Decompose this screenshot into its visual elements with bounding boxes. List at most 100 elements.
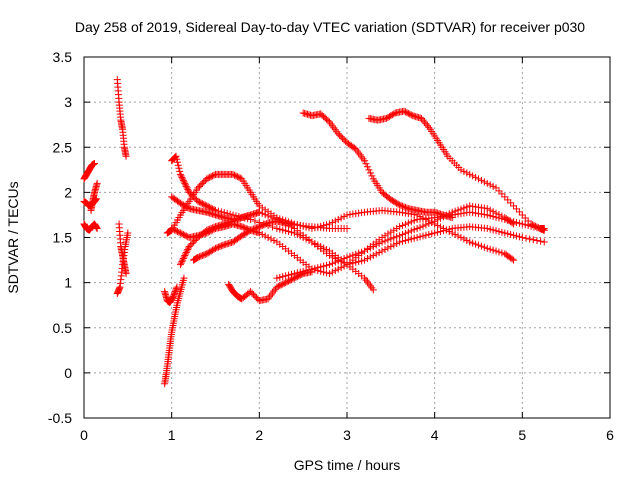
data-point bbox=[475, 175, 482, 183]
data-point bbox=[361, 247, 369, 255]
data-point bbox=[274, 282, 282, 290]
data-point bbox=[393, 240, 401, 248]
chart-title: Day 258 of 2019, Sidereal Day-to-day VTE… bbox=[75, 19, 585, 35]
data-point bbox=[334, 265, 342, 273]
data-point bbox=[434, 216, 442, 224]
data-point bbox=[263, 220, 271, 228]
data-point bbox=[210, 171, 218, 179]
series-arc-17 bbox=[299, 109, 456, 222]
data-point bbox=[248, 226, 256, 234]
data-point bbox=[282, 227, 290, 235]
data-point bbox=[372, 250, 380, 258]
data-point bbox=[296, 268, 304, 276]
data-point bbox=[387, 112, 395, 120]
data-point bbox=[261, 220, 269, 228]
data-point bbox=[337, 214, 345, 222]
data-point bbox=[515, 219, 523, 227]
data-point bbox=[375, 240, 383, 248]
data-point bbox=[401, 229, 409, 237]
data-point bbox=[203, 202, 211, 210]
data-point bbox=[232, 216, 240, 224]
data-point bbox=[276, 273, 284, 281]
data-point bbox=[198, 252, 206, 260]
data-point bbox=[184, 204, 192, 212]
data-point bbox=[185, 188, 193, 196]
data-point bbox=[292, 273, 300, 281]
data-point bbox=[331, 267, 339, 275]
data-point bbox=[489, 246, 497, 254]
data-point bbox=[177, 172, 185, 180]
data-point bbox=[176, 170, 184, 178]
data-point bbox=[179, 175, 187, 183]
data-point bbox=[174, 158, 182, 166]
data-point bbox=[93, 224, 101, 232]
data-point bbox=[369, 286, 377, 294]
data-point bbox=[483, 211, 491, 219]
data-point bbox=[466, 238, 474, 246]
data-point bbox=[180, 274, 188, 282]
data-point bbox=[469, 172, 477, 180]
data-point bbox=[233, 173, 241, 181]
series-arc-4 bbox=[87, 179, 101, 214]
y-tick-label: 2.5 bbox=[53, 139, 73, 155]
data-point bbox=[451, 230, 459, 238]
data-point bbox=[124, 229, 132, 237]
data-point bbox=[404, 219, 412, 227]
data-point bbox=[206, 225, 214, 233]
data-point bbox=[207, 173, 215, 181]
data-point bbox=[498, 228, 506, 236]
data-point bbox=[489, 208, 497, 216]
data-point bbox=[180, 178, 188, 186]
data-point bbox=[361, 157, 369, 165]
data-point bbox=[323, 269, 331, 277]
data-point bbox=[425, 230, 433, 238]
data-point bbox=[407, 218, 415, 226]
data-point bbox=[401, 203, 409, 211]
data-point bbox=[399, 237, 407, 245]
data-point bbox=[448, 208, 456, 216]
data-point bbox=[492, 247, 500, 255]
data-point bbox=[521, 214, 529, 222]
data-point bbox=[343, 253, 351, 261]
x-tick-label: 3 bbox=[343, 427, 351, 443]
data-point bbox=[504, 196, 512, 204]
data-point bbox=[428, 230, 436, 238]
data-point bbox=[176, 199, 184, 207]
data-point bbox=[183, 184, 191, 192]
data-point bbox=[241, 230, 249, 238]
data-point bbox=[515, 208, 523, 216]
data-point bbox=[173, 155, 181, 163]
y-tick-label: 3.5 bbox=[53, 49, 73, 65]
data-point bbox=[390, 234, 398, 242]
data-point bbox=[390, 241, 398, 249]
data-point bbox=[180, 253, 188, 261]
data-point bbox=[254, 295, 262, 303]
data-point bbox=[460, 235, 468, 243]
data-point bbox=[212, 244, 219, 252]
data-point bbox=[174, 161, 182, 169]
data-point bbox=[486, 225, 494, 233]
data-point bbox=[480, 243, 488, 251]
series-arc-13 bbox=[168, 208, 548, 278]
data-point bbox=[340, 255, 348, 263]
data-point bbox=[249, 225, 257, 233]
data-point bbox=[214, 243, 222, 251]
data-point bbox=[232, 172, 240, 180]
data-point bbox=[422, 231, 430, 239]
data-point bbox=[533, 237, 541, 245]
data-point bbox=[391, 198, 399, 206]
data-point bbox=[264, 212, 272, 220]
tick-labels: 0 1 2 3 4 5 6 -0.5 0 0.5 1 1.5 2 2.5 3 3.5 bbox=[48, 49, 614, 443]
data-point bbox=[460, 167, 468, 175]
y-tick-label: 0.5 bbox=[53, 320, 73, 336]
data-point bbox=[393, 199, 401, 207]
data-point bbox=[328, 253, 336, 261]
data-point bbox=[510, 220, 518, 228]
data-point bbox=[334, 130, 342, 138]
data-point bbox=[510, 256, 518, 264]
data-point bbox=[239, 223, 247, 231]
data-point bbox=[349, 251, 357, 259]
data-point bbox=[255, 229, 263, 237]
data-point bbox=[369, 252, 377, 260]
data-point bbox=[287, 270, 295, 278]
